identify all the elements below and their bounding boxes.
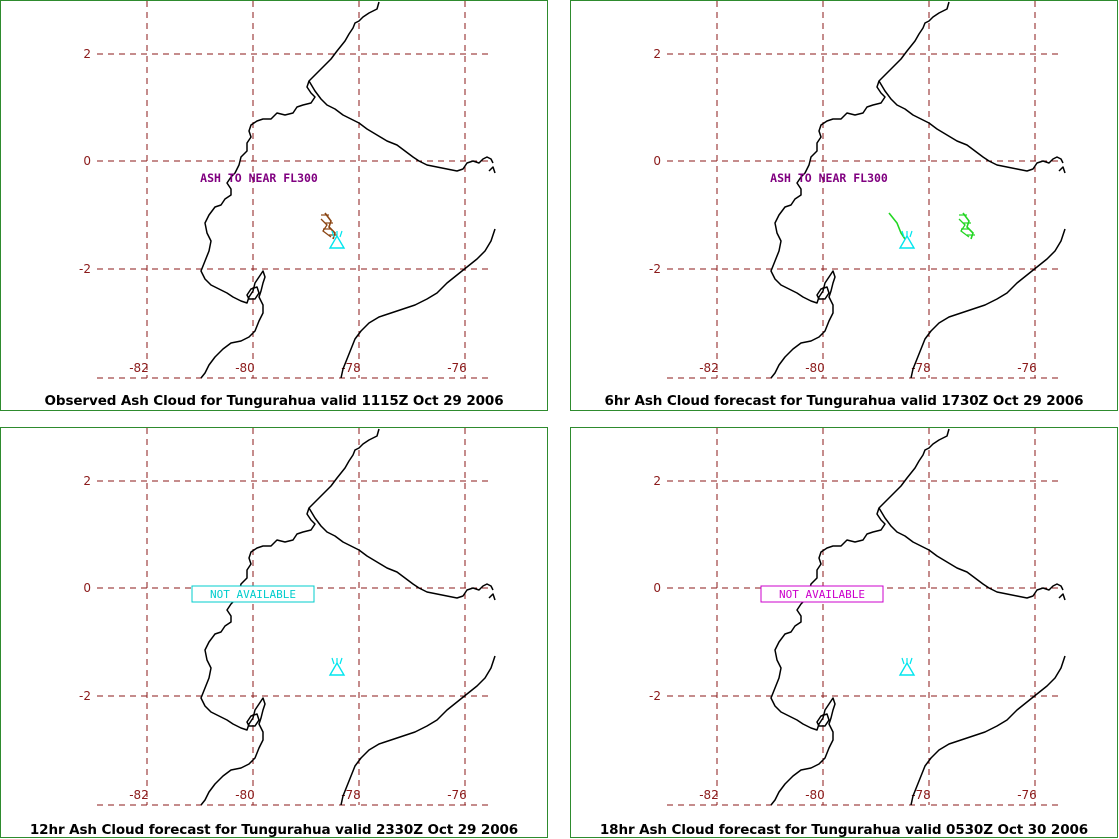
latitude-tick-label: 2 — [83, 474, 91, 488]
longitude-tick-label: -78 — [911, 361, 931, 375]
not-available-box — [760, 585, 884, 603]
volcano-icon — [328, 657, 346, 676]
longitude-tick-label: -82 — [129, 788, 149, 802]
lat-lon-grid: -82 -80 -78 -76 2 0 -2 — [79, 428, 493, 806]
coastline-map — [200, 428, 496, 806]
ash-cloud-plume — [888, 212, 975, 240]
coastline-map — [200, 1, 496, 379]
ash-height-annotation: ASH TO NEAR FL300 — [770, 171, 888, 185]
not-available-text: NOT AVAILABLE — [210, 588, 296, 601]
longitude-tick-label: -82 — [699, 361, 719, 375]
map-panel-observed: -82 -80 -78 -76 2 0 -2 ASH TO NEAR FL300 Obser… — [0, 0, 548, 411]
longitude-tick-label: -82 — [129, 361, 149, 375]
longitude-tick-label: -76 — [447, 361, 467, 375]
not-available-box — [191, 585, 315, 603]
volcano-icon — [898, 657, 916, 676]
longitude-tick-label: -76 — [1017, 788, 1037, 802]
panel-caption: 6hr Ash Cloud forecast for Tungurahua va… — [604, 393, 1084, 409]
longitude-tick-label: -78 — [911, 788, 931, 802]
latitude-tick-label: -2 — [649, 262, 661, 276]
latitude-tick-label: 0 — [653, 154, 661, 168]
map-canvas: -82 -80 -78 -76 2 0 -2 ASH TO NEAR FL300 — [79, 1, 496, 379]
lat-lon-grid: -82 -80 -78 -76 2 0 -2 — [79, 1, 493, 379]
map-panel-18hr: -82 -80 -78 -76 2 0 -2 NOT AVAILABLE 18hr Ash … — [570, 427, 1118, 838]
panel-caption: 18hr Ash Cloud forecast for Tungurahua v… — [599, 822, 1089, 838]
longitude-tick-label: -78 — [341, 788, 361, 802]
coastline-map — [770, 428, 1066, 806]
map-panel-6hr: -82 -80 -78 -76 2 0 -2 ASH TO NEAR FL300 6hr A… — [570, 0, 1118, 411]
not-available-text: NOT AVAILABLE — [779, 588, 865, 601]
longitude-tick-label: -80 — [805, 788, 825, 802]
latitude-tick-label: 0 — [653, 581, 661, 595]
volcano-icon — [898, 230, 916, 249]
longitude-tick-label: -82 — [699, 788, 719, 802]
latitude-tick-label: 0 — [83, 154, 91, 168]
map-panel-12hr: -82 -80 -78 -76 2 0 -2 NOT AVAILABLE 12hr Ash … — [0, 427, 548, 838]
panel-caption: 12hr Ash Cloud forecast for Tungurahua v… — [29, 822, 519, 838]
lat-lon-grid: -82 -80 -78 -76 2 0 -2 — [649, 1, 1063, 379]
map-canvas: -82 -80 -78 -76 2 0 -2 NOT AVAILABLE — [649, 428, 1066, 806]
longitude-tick-label: -80 — [235, 361, 255, 375]
longitude-tick-label: -80 — [805, 361, 825, 375]
volcano-icon — [328, 230, 346, 249]
longitude-tick-label: -76 — [447, 788, 467, 802]
latitude-tick-label: 0 — [83, 581, 91, 595]
map-canvas: -82 -80 -78 -76 2 0 -2 NOT AVAILABLE — [79, 428, 496, 806]
lat-lon-grid: -82 -80 -78 -76 2 0 -2 — [649, 428, 1063, 806]
longitude-tick-label: -80 — [235, 788, 255, 802]
latitude-tick-label: -2 — [79, 262, 91, 276]
panel-caption: Observed Ash Cloud for Tungurahua valid … — [44, 393, 504, 409]
longitude-tick-label: -78 — [341, 361, 361, 375]
coastline-map — [770, 1, 1066, 379]
latitude-tick-label: -2 — [79, 689, 91, 703]
latitude-tick-label: 2 — [653, 474, 661, 488]
map-canvas: -82 -80 -78 -76 2 0 -2 ASH TO NEAR FL300 — [649, 1, 1066, 379]
ash-height-annotation: ASH TO NEAR FL300 — [200, 171, 318, 185]
ash-cloud-plume — [320, 212, 337, 240]
latitude-tick-label: 2 — [83, 47, 91, 61]
latitude-tick-label: -2 — [649, 689, 661, 703]
latitude-tick-label: 2 — [653, 47, 661, 61]
longitude-tick-label: -76 — [1017, 361, 1037, 375]
